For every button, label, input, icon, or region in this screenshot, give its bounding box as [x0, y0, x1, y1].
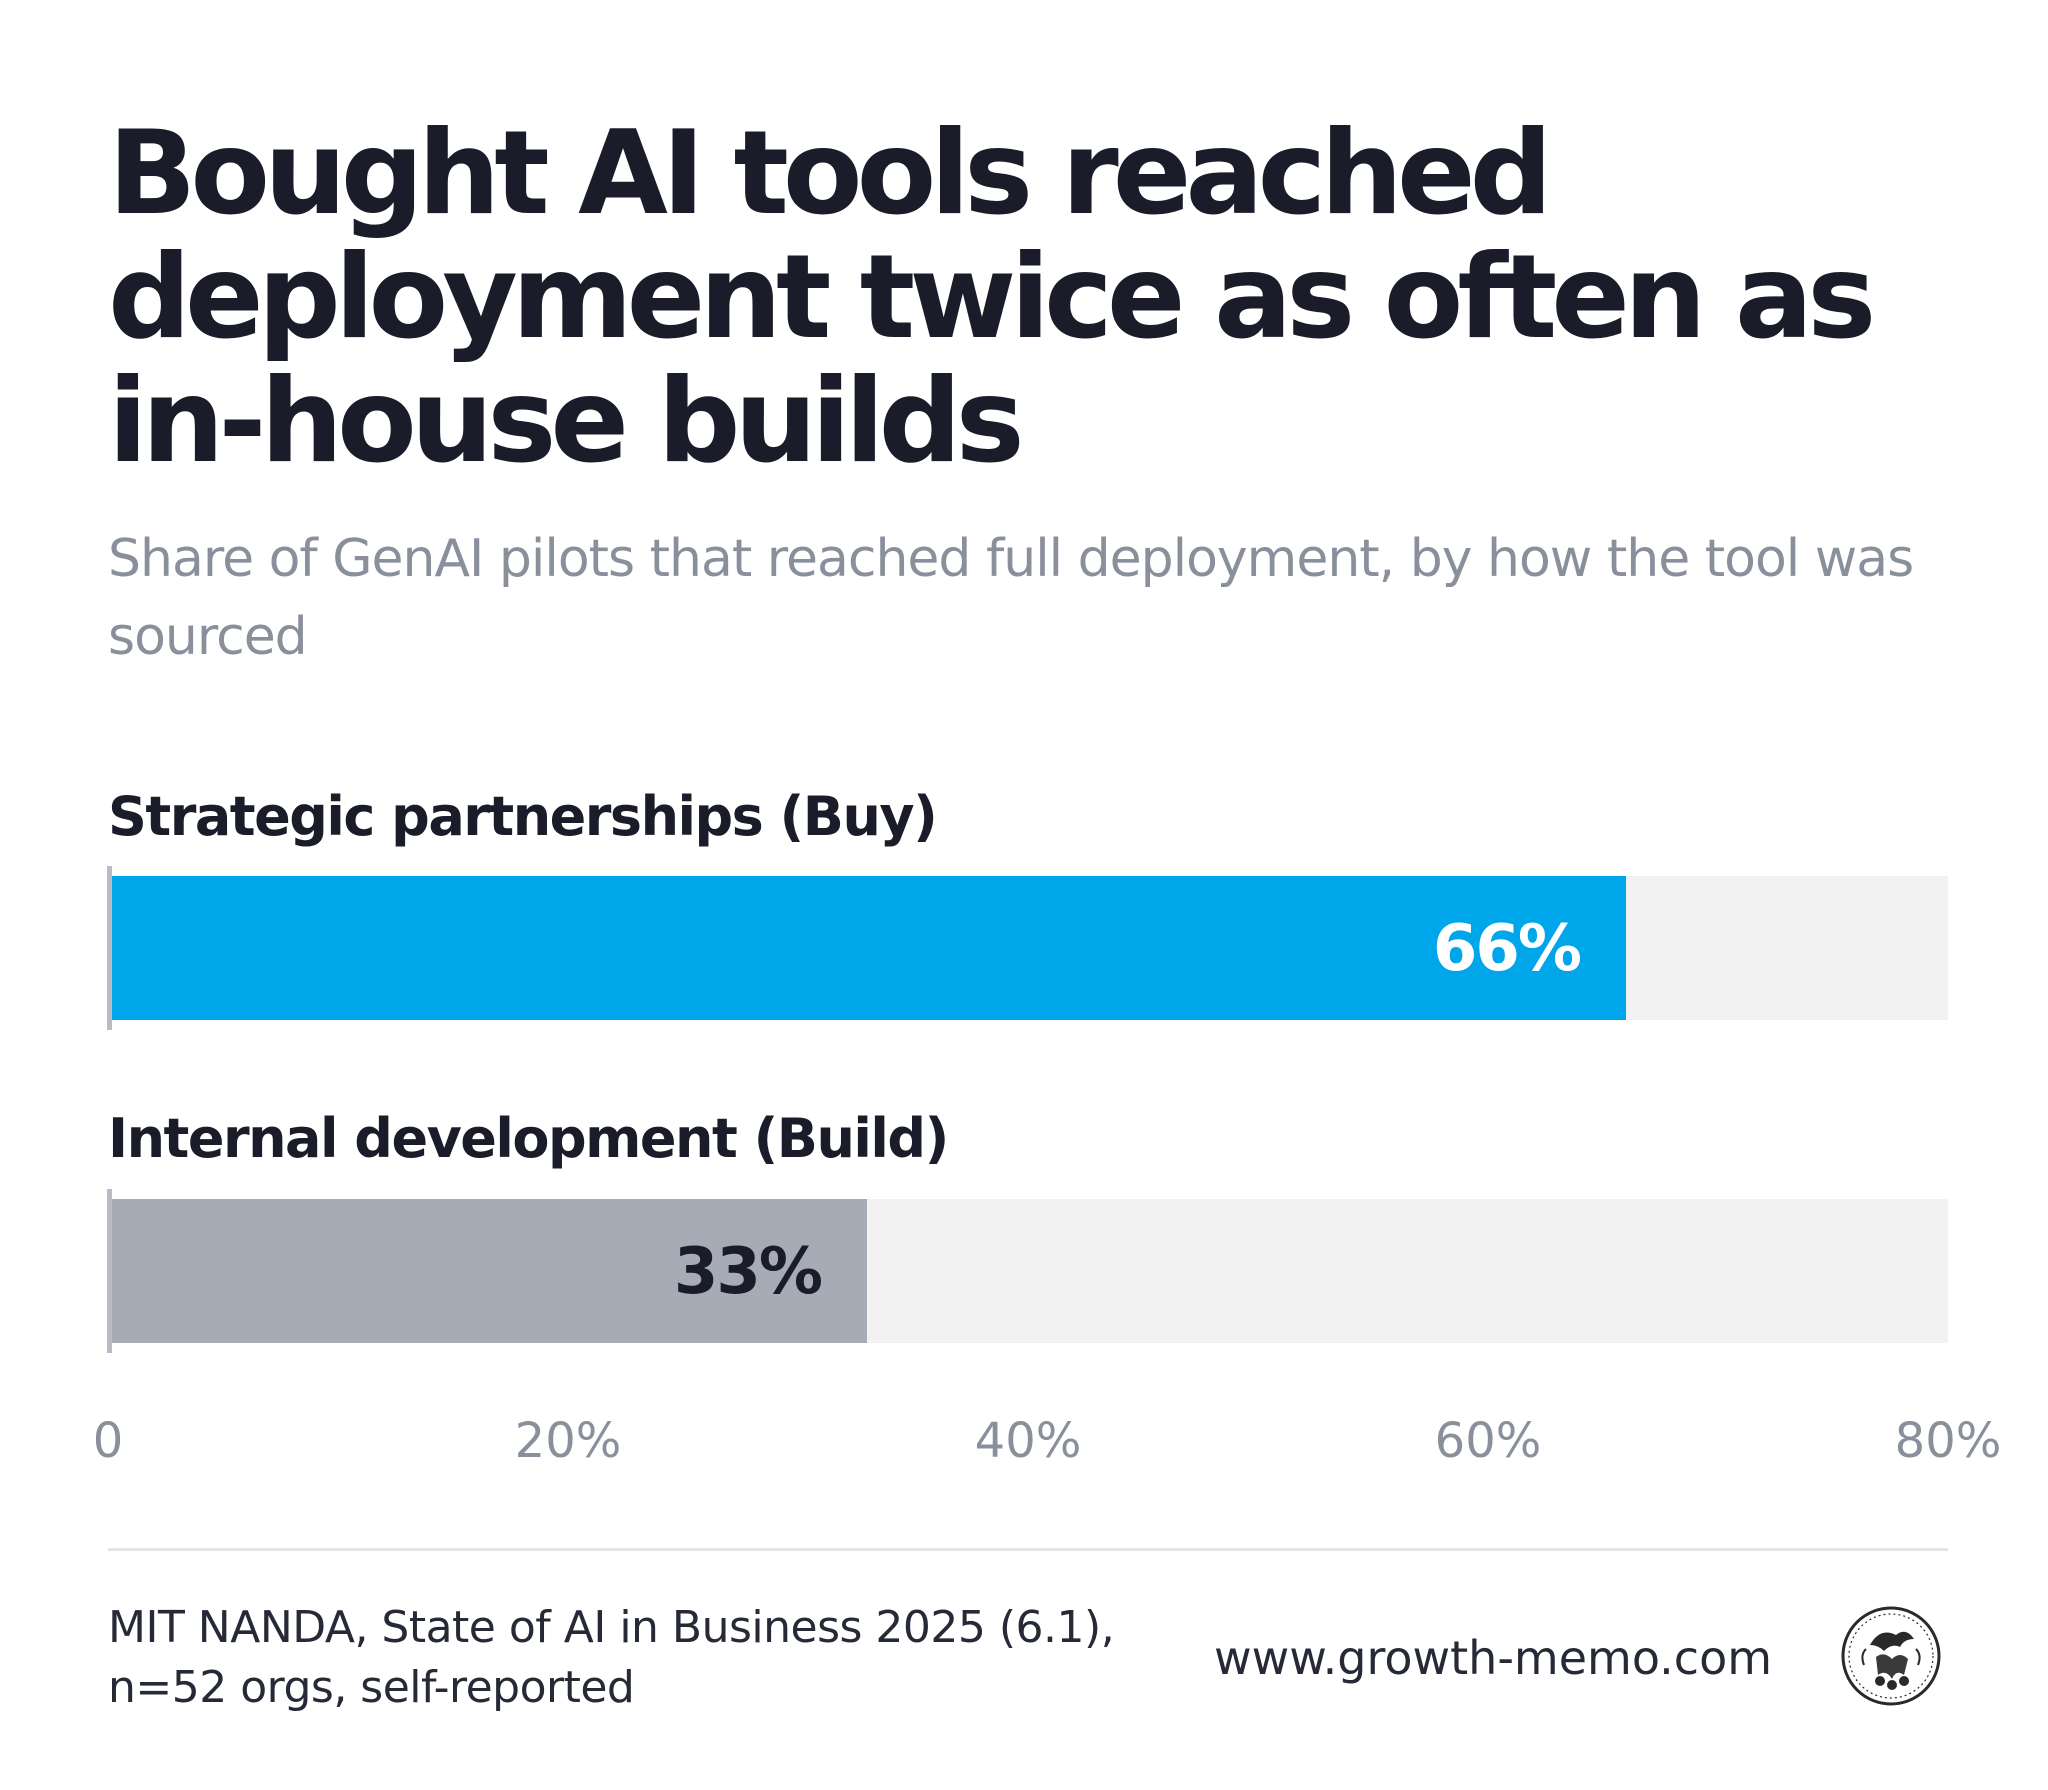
category-label: Strategic partnerships (Buy) — [108, 785, 936, 848]
source-note: MIT NANDA, State of AI in Business 2025 … — [108, 1598, 1148, 1718]
bar-chart: Strategic partnerships (Buy) 66% Internal … — [93, 785, 2002, 1469]
source-line-2: n=52 orgs, self-reported — [108, 1662, 635, 1713]
baseline-tick — [107, 1189, 112, 1353]
footer-divider — [108, 1548, 1948, 1551]
baseline-tick — [107, 866, 112, 1030]
category-label: Internal development (Build) — [108, 1107, 948, 1170]
source-line-1: MIT NANDA, State of AI in Business 2025 … — [108, 1602, 1115, 1653]
value-label: 33% — [674, 1235, 822, 1309]
x-tick-label: 40% — [975, 1413, 1082, 1469]
x-tick-label: 0 — [93, 1413, 124, 1469]
chart-title: Bought AI tools reached deployment twice… — [108, 106, 1876, 489]
website-link[interactable]: www.growth-memo.com — [1214, 1631, 1773, 1685]
value-label: 66% — [1433, 912, 1581, 986]
seal-logo-icon — [1841, 1606, 1941, 1706]
x-tick-label: 80% — [1895, 1413, 2002, 1469]
chart-subtitle: Share of GenAI pilots that reached full … — [108, 529, 1914, 667]
x-tick-label: 20% — [515, 1413, 622, 1469]
x-tick-label: 60% — [1435, 1413, 1542, 1469]
bar[interactable] — [108, 876, 1626, 1020]
bar[interactable] — [108, 1199, 867, 1343]
